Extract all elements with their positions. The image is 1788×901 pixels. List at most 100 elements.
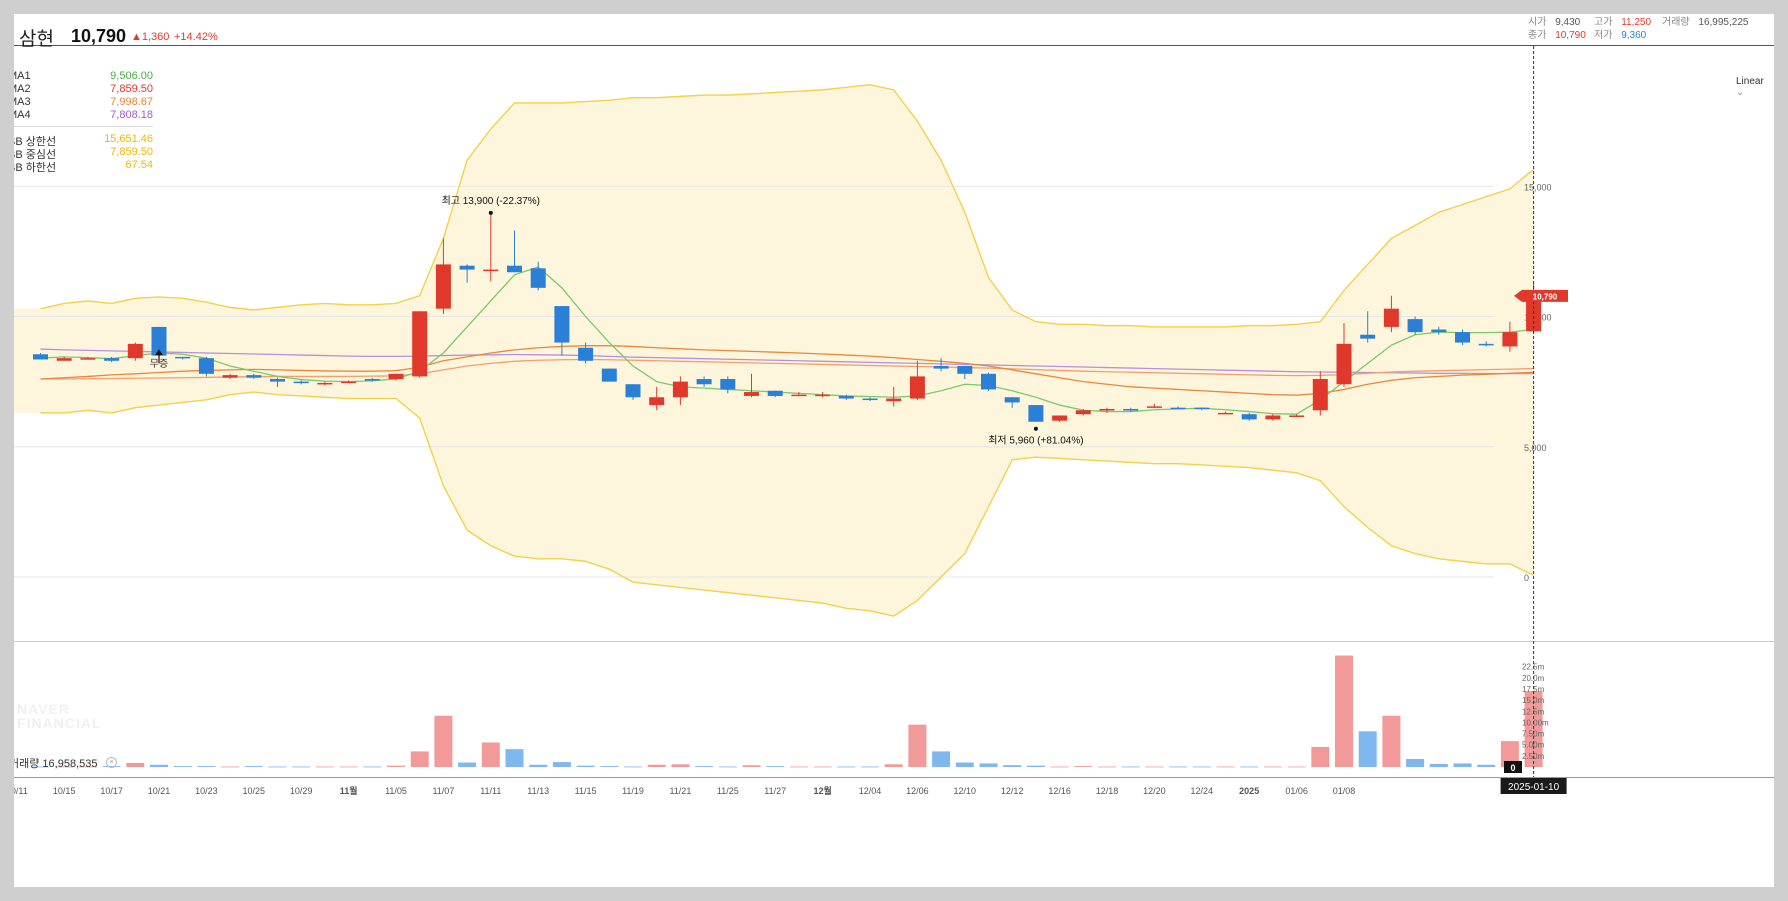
candle-body [1383, 308, 1399, 327]
candle-body [341, 381, 357, 384]
crosshair-date-label: 2025-01-10 [1508, 782, 1560, 793]
candle-body [104, 358, 120, 361]
close-icon[interactable]: × [106, 757, 117, 768]
volume-bar [292, 766, 311, 768]
chevron-down-icon: ⌄ [1736, 87, 1745, 98]
volume-tick-label: 10.00m [1522, 718, 1549, 727]
open-value: 9,430 [1555, 17, 1581, 28]
arrow-up-icon [155, 349, 163, 356]
legend-value: 7,859.50 [110, 146, 153, 158]
volume-bar [1406, 758, 1425, 767]
candle-body [364, 379, 380, 381]
volume-bar [173, 766, 192, 767]
volume-bar [742, 765, 761, 767]
x-tick-label: 10/29 [290, 786, 313, 796]
legend-value: 7,859.50 [110, 83, 153, 95]
legend-bb-middle: BB 중심선 7,859.50 [14, 146, 153, 161]
x-tick-label: 01/08 [1333, 786, 1356, 796]
candle-body [1360, 334, 1376, 339]
candle-body [554, 306, 570, 343]
bollinger-band-fill [40, 84, 1534, 617]
x-tick-label: 12/12 [1001, 786, 1024, 796]
volume-bar [552, 762, 571, 767]
x-tick-label: 10/25 [243, 786, 266, 796]
volume-tick-label: 5.00m [1522, 741, 1545, 750]
volume-bar [1453, 763, 1472, 767]
candle-body [412, 311, 428, 377]
candle-body [815, 394, 831, 397]
volume-bar [861, 766, 879, 768]
candle-body [1455, 332, 1470, 343]
crosshair-date-badge [1500, 778, 1567, 794]
volume-bar [1074, 766, 1093, 767]
open-label: 시가 [1528, 17, 1547, 28]
indicator-legend: MA1 9,506.00 MA2 7,859.50 MA3 7,998.67 MA4 7… [14, 70, 153, 174]
ma-line-ma3 [40, 358, 1534, 380]
legend-label: MA2 [14, 83, 31, 95]
legend-ma4: MA4 7,808.18 [14, 109, 153, 122]
volume-bar [1311, 746, 1330, 767]
candle-body [649, 397, 665, 406]
volume-bar [1477, 764, 1496, 767]
candle-body [1502, 332, 1518, 347]
candle-body [601, 368, 617, 382]
candle-body [957, 365, 973, 374]
candle-body [1028, 405, 1044, 422]
candle-body [909, 376, 925, 399]
volume-tick-label: 17.5m [1522, 685, 1545, 694]
scale-selector[interactable]: Linear ⌄ [1736, 76, 1774, 98]
ma-line-ma2 [40, 345, 1534, 396]
x-tick-label: 12월 [813, 785, 831, 796]
price-chart[interactable]: 05,00010,00015,0002.50m5.00m7.50m10.00m1… [14, 14, 1774, 887]
candle-body [1312, 379, 1328, 411]
volume-bar [837, 766, 856, 768]
x-tick-label: 10/23 [195, 786, 218, 796]
low-marker [1033, 426, 1038, 431]
volume-bar [268, 766, 287, 768]
volume-bar [55, 766, 74, 768]
volume-bar [1240, 766, 1259, 768]
candle-body [1194, 407, 1210, 410]
volume-bar [979, 763, 998, 767]
candle-body [1265, 415, 1281, 420]
volume-bar [695, 766, 714, 767]
x-tick-label: 12/04 [859, 786, 882, 796]
candle-body [862, 398, 878, 401]
candle-body [246, 375, 262, 378]
volume-bar [647, 764, 666, 767]
volume-bar [766, 766, 785, 767]
candle-body [981, 373, 996, 390]
candle-body [767, 390, 783, 396]
volume-bar [410, 751, 429, 767]
volume-bar [908, 724, 927, 767]
x-tick-label: 10/11 [14, 786, 28, 796]
current-price-badge [1514, 289, 1568, 302]
x-tick-label: 11/15 [575, 786, 597, 796]
candle-body [1431, 329, 1447, 333]
volume-bar [1169, 766, 1188, 768]
candle-body [483, 269, 499, 272]
legend-label: BB 하한선 [14, 162, 57, 174]
candle-body [435, 264, 451, 309]
price-tick-label: 15,000 [1524, 182, 1552, 192]
volume-bar [624, 766, 642, 768]
legend-label: MA4 [14, 109, 31, 121]
price-change-rate: +14.42% [174, 31, 218, 43]
legend-value: 7,998.67 [110, 96, 153, 108]
candle-body [1075, 410, 1091, 415]
x-tick-label: 11/13 [527, 786, 549, 796]
volume-zero-badge [1504, 761, 1522, 773]
candle-body [1052, 415, 1068, 421]
scale-label: Linear [1736, 76, 1764, 87]
candle-body [625, 384, 641, 398]
candle-body [696, 379, 712, 385]
ohlc-close: 종가 10,790 [1528, 26, 1586, 41]
candle-body [886, 398, 902, 402]
legend-label: MA3 [14, 96, 31, 108]
candle-body [1407, 319, 1423, 333]
ma-line-ma4 [40, 348, 1534, 375]
x-tick-label: 12/16 [1048, 786, 1071, 796]
high-label: 고가 [1594, 17, 1613, 28]
volume-bar [718, 766, 737, 768]
candle-body [1289, 415, 1305, 417]
